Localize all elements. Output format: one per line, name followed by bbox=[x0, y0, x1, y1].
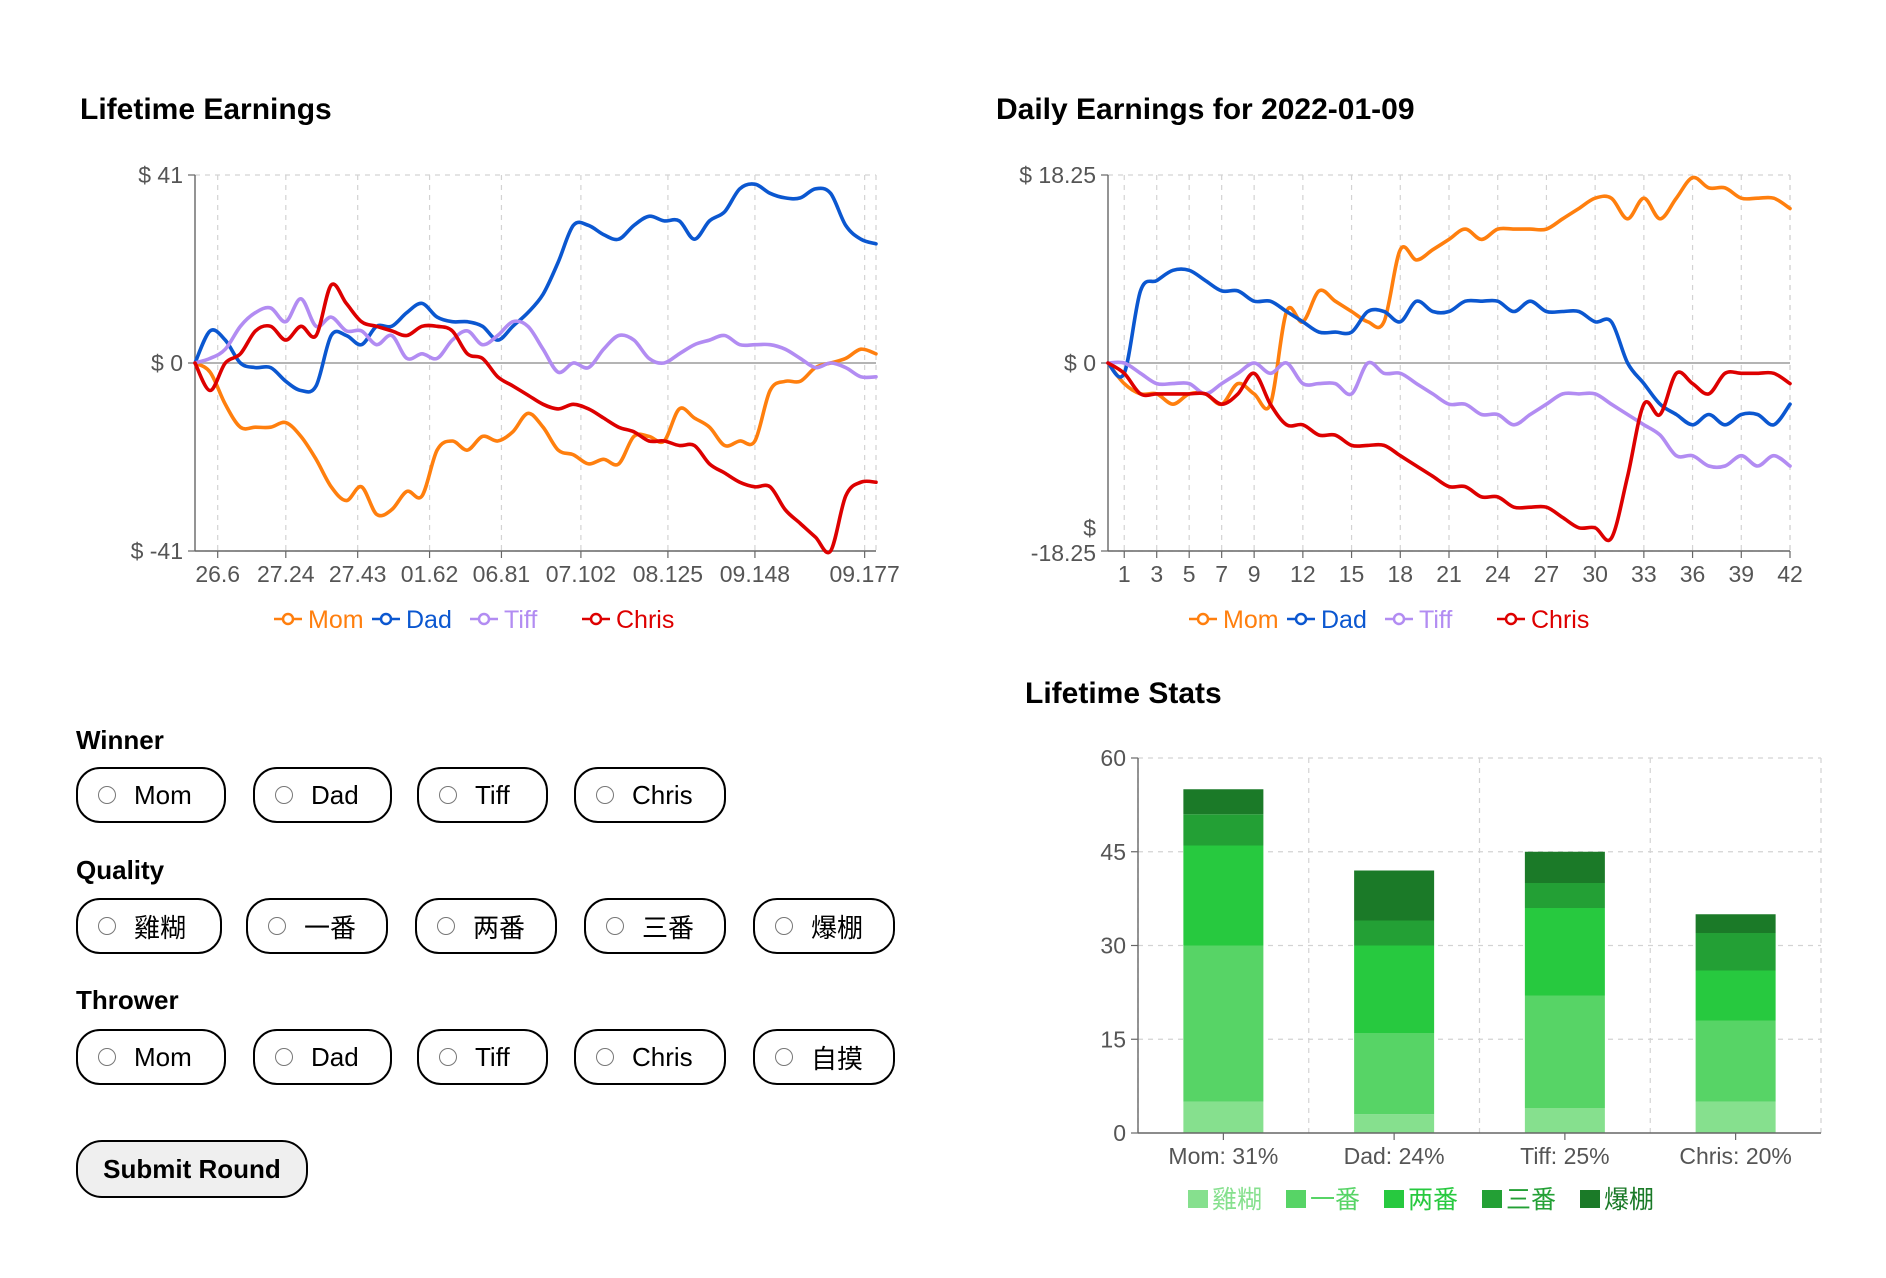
quality-option-4[interactable]: 爆棚 bbox=[753, 898, 895, 954]
radio-circle-icon[interactable] bbox=[775, 917, 793, 935]
winner-option-0[interactable]: Mom bbox=[76, 767, 226, 823]
submit-round-button[interactable]: Submit Round bbox=[76, 1140, 308, 1198]
quality-option-label: 雞糊 bbox=[134, 912, 187, 943]
legend-item-dad: Dad bbox=[372, 606, 452, 634]
quality-option-0[interactable]: 雞糊 bbox=[76, 898, 222, 954]
legend-marker-dot bbox=[589, 612, 603, 626]
thrower-option-4[interactable]: 自摸 bbox=[753, 1029, 895, 1085]
legend-item-tiff: Tiff bbox=[470, 606, 537, 634]
thrower-option-label: Tiff bbox=[475, 1041, 510, 1072]
quality-label: Quality bbox=[76, 855, 165, 885]
thrower-option-label: Dad bbox=[311, 1041, 359, 1072]
legend-label: Chris bbox=[616, 606, 674, 634]
thrower-label: Thrower bbox=[76, 985, 179, 1015]
thrower-option-label: Chris bbox=[632, 1041, 693, 1072]
radio-circle-icon[interactable] bbox=[275, 786, 293, 804]
radio-circle-icon[interactable] bbox=[596, 1048, 614, 1066]
thrower-option-0[interactable]: Mom bbox=[76, 1029, 226, 1085]
quality-option-label: 三番 bbox=[642, 912, 695, 943]
thrower-option-label: 自摸 bbox=[811, 1043, 864, 1074]
winner-option-1[interactable]: Dad bbox=[253, 767, 392, 823]
winner-option-label: Dad bbox=[311, 779, 359, 810]
x-tick-label: 01.62 bbox=[401, 561, 459, 587]
series-line-tiff bbox=[193, 297, 878, 380]
radio-circle-icon[interactable] bbox=[98, 786, 116, 804]
quality-option-1[interactable]: 一番 bbox=[246, 898, 388, 954]
radio-circle-icon[interactable] bbox=[268, 917, 286, 935]
x-tick-label: 07.102 bbox=[546, 561, 616, 587]
radio-circle-icon[interactable] bbox=[98, 1048, 116, 1066]
lifetime-earnings-title: Lifetime Earnings bbox=[80, 93, 332, 126]
lifetime-stats-title: Lifetime Stats bbox=[1025, 677, 1222, 710]
thrower-option-3[interactable]: Chris bbox=[574, 1029, 726, 1085]
radio-circle-icon[interactable] bbox=[439, 1048, 457, 1066]
radio-circle-icon[interactable] bbox=[775, 1048, 793, 1066]
thrower-option-2[interactable]: Tiff bbox=[417, 1029, 548, 1085]
quality-option-label: 一番 bbox=[304, 912, 357, 943]
x-tick-label: 26.6 bbox=[195, 561, 240, 587]
y-tick-label: $ -41 bbox=[131, 538, 183, 564]
thrower-option-label: Mom bbox=[134, 1041, 192, 1072]
legend-item-chris: Chris bbox=[582, 606, 674, 634]
legend-marker-dot bbox=[477, 612, 491, 626]
radio-circle-icon[interactable] bbox=[439, 786, 457, 804]
quality-option-label: 爆棚 bbox=[811, 912, 864, 943]
winner-option-label: Mom bbox=[134, 779, 192, 810]
winner-option-3[interactable]: Chris bbox=[574, 767, 726, 823]
daily-earnings-title: Daily Earnings for 2022-01-09 bbox=[996, 93, 1415, 126]
quality-option-3[interactable]: 三番 bbox=[584, 898, 726, 954]
quality-option-label: 两番 bbox=[473, 912, 526, 943]
legend-marker-dot bbox=[379, 612, 393, 626]
series-line-mom bbox=[193, 347, 878, 518]
legend-label: Mom bbox=[308, 606, 364, 634]
radio-circle-icon[interactable] bbox=[437, 917, 455, 935]
radio-circle-icon[interactable] bbox=[98, 917, 116, 935]
legend-label: Dad bbox=[406, 606, 452, 634]
legend-item-mom: Mom bbox=[274, 606, 364, 634]
y-tick-label: $ 0 bbox=[151, 350, 183, 376]
winner-option-2[interactable]: Tiff bbox=[417, 767, 548, 823]
thrower-option-1[interactable]: Dad bbox=[253, 1029, 392, 1085]
winner-label: Winner bbox=[76, 725, 164, 755]
winner-option-label: Chris bbox=[632, 779, 693, 810]
x-tick-label: 27.43 bbox=[329, 561, 387, 587]
winner-option-label: Tiff bbox=[475, 779, 510, 810]
x-tick-label: 09.148 bbox=[720, 561, 790, 587]
series-line-chris bbox=[193, 282, 878, 555]
x-tick-label: 08.125 bbox=[633, 561, 703, 587]
legend-label: Tiff bbox=[504, 606, 537, 634]
radio-circle-icon[interactable] bbox=[596, 786, 614, 804]
series-line-dad bbox=[193, 182, 878, 394]
quality-option-2[interactable]: 两番 bbox=[415, 898, 557, 954]
x-tick-label: 27.24 bbox=[257, 561, 315, 587]
radio-circle-icon[interactable] bbox=[606, 917, 624, 935]
y-tick-label: $ 41 bbox=[138, 162, 183, 188]
x-tick-label: 06.81 bbox=[473, 561, 531, 587]
legend-marker-dot bbox=[281, 612, 295, 626]
x-tick-label: 09.177 bbox=[829, 561, 899, 587]
radio-circle-icon[interactable] bbox=[275, 1048, 293, 1066]
